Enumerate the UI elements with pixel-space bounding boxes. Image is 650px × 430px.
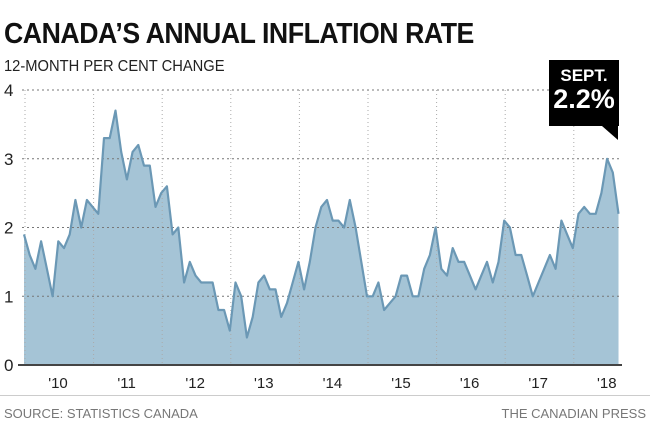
credit-text: THE CANADIAN PRESS xyxy=(501,406,646,421)
y-tick-label: 2 xyxy=(4,219,13,238)
x-tick-label: '13 xyxy=(254,375,274,392)
callout-month: SEPT. xyxy=(560,66,608,85)
callout-value: 2.2% xyxy=(553,84,615,114)
x-tick-label: '16 xyxy=(460,375,480,392)
source-text: SOURCE: STATISTICS CANADA xyxy=(4,406,198,421)
x-tick-label: '11 xyxy=(117,375,135,392)
x-tick-label: '18 xyxy=(597,375,617,392)
latest-value-callout: SEPT. 2.2% xyxy=(549,60,619,126)
callout-pointer xyxy=(602,126,618,140)
y-tick-label: 4 xyxy=(4,81,13,100)
footer-divider xyxy=(0,395,650,396)
area-fill xyxy=(24,110,619,365)
y-tick-label: 1 xyxy=(4,287,13,306)
chart-subtitle: 12-MONTH PER CENT CHANGE xyxy=(4,58,225,75)
x-tick-label: '17 xyxy=(528,375,548,392)
x-tick-label: '10 xyxy=(48,375,68,392)
x-tick-label: '15 xyxy=(391,375,411,392)
x-tick-label: '12 xyxy=(185,375,205,392)
x-tick-label: '14 xyxy=(323,375,343,392)
chart-title: CANADA’S ANNUAL INFLATION RATE xyxy=(4,18,474,50)
y-tick-label: 0 xyxy=(4,356,13,375)
y-tick-label: 3 xyxy=(4,150,13,169)
